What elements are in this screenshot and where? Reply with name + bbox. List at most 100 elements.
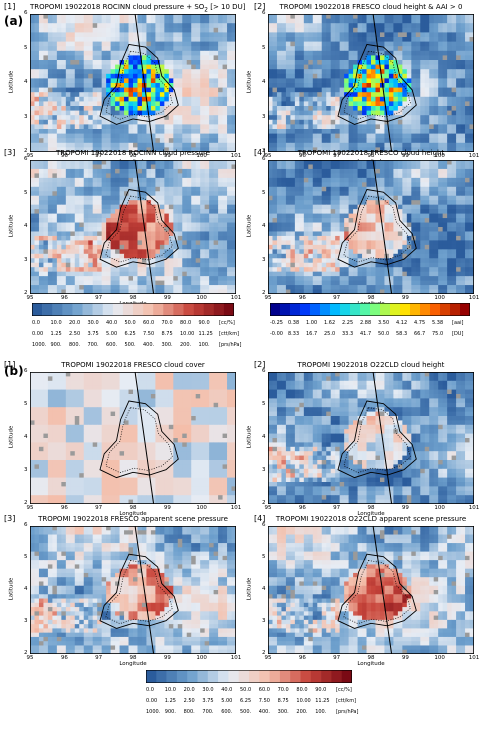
heatmap-cell bbox=[47, 87, 53, 93]
heatmap-cell bbox=[348, 142, 354, 148]
heatmap-cell bbox=[204, 186, 210, 192]
heatmap-cell bbox=[195, 78, 201, 84]
heatmap-cell bbox=[312, 182, 318, 188]
heatmap-cell bbox=[326, 195, 332, 201]
heatmap-cell bbox=[326, 213, 332, 219]
heatmap-cell bbox=[433, 227, 439, 232]
heatmap-cell bbox=[268, 164, 273, 170]
heatmap-cell bbox=[294, 138, 300, 144]
heatmap-cell bbox=[218, 164, 223, 170]
heatmap-cell bbox=[276, 191, 282, 197]
heatmap-cell bbox=[218, 138, 223, 144]
heatmap-cell bbox=[326, 41, 332, 47]
heatmap-cell bbox=[285, 106, 291, 111]
heatmap-cell bbox=[65, 83, 71, 88]
heatmap-cell bbox=[70, 267, 76, 273]
heatmap-cell bbox=[268, 133, 273, 139]
heatmap-cell bbox=[119, 78, 125, 84]
heatmap-cell bbox=[56, 267, 62, 273]
heatmap-cell bbox=[159, 64, 165, 70]
heatmap-cell bbox=[106, 106, 112, 111]
heatmap-cell bbox=[56, 227, 62, 232]
heatmap-cell bbox=[438, 222, 444, 228]
heatmap-cell bbox=[191, 60, 197, 65]
heatmap-cell bbox=[177, 186, 183, 192]
heatmap-cell bbox=[469, 18, 474, 24]
heatmap-cell bbox=[276, 142, 282, 148]
heatmap-cell bbox=[65, 96, 71, 102]
heatmap-cell bbox=[141, 23, 147, 29]
heatmap-cell bbox=[182, 195, 188, 201]
heatmap-cell bbox=[106, 133, 112, 139]
heatmap-cell bbox=[195, 115, 201, 121]
heatmap-cell bbox=[101, 46, 107, 52]
heatmap-cell bbox=[65, 119, 71, 125]
heatmap-cell bbox=[294, 186, 300, 192]
heatmap-cell bbox=[353, 204, 358, 210]
heatmap-cell bbox=[411, 119, 417, 125]
heatmap-cell bbox=[186, 258, 192, 264]
heatmap-cell bbox=[299, 83, 305, 88]
heatmap-cell bbox=[424, 92, 430, 98]
heatmap-cell bbox=[209, 60, 215, 65]
heatmap-cell bbox=[326, 32, 332, 38]
heatmap-cell bbox=[92, 27, 98, 33]
heatmap-cell bbox=[137, 18, 143, 24]
heatmap-cell bbox=[65, 78, 71, 84]
heatmap-cell bbox=[191, 244, 197, 250]
heatmap-cell bbox=[106, 64, 112, 70]
heatmap-cell bbox=[438, 191, 444, 197]
heatmap-cell bbox=[209, 96, 215, 102]
heatmap-cell bbox=[173, 46, 179, 52]
heatmap-cell bbox=[371, 37, 376, 42]
heatmap-cell bbox=[348, 177, 354, 183]
heatmap-cell bbox=[222, 289, 228, 294]
heatmap-cell bbox=[344, 18, 350, 24]
heatmap-cell bbox=[34, 253, 40, 259]
heatmap-cell bbox=[30, 101, 35, 107]
heatmap-cell bbox=[402, 222, 408, 228]
heatmap-cell bbox=[371, 129, 376, 134]
heatmap-cell bbox=[186, 73, 192, 79]
heatmap-cell bbox=[164, 168, 170, 174]
heatmap-cell bbox=[92, 177, 98, 183]
heatmap-cell bbox=[231, 227, 236, 232]
heatmap-cell bbox=[366, 50, 372, 56]
heatmap-cell bbox=[146, 204, 152, 210]
heatmap-cell bbox=[294, 213, 300, 219]
heatmap-cell bbox=[43, 27, 49, 33]
heatmap-cell bbox=[460, 101, 466, 107]
heatmap-cell bbox=[460, 186, 466, 192]
heatmap-cell bbox=[465, 186, 470, 192]
heatmap-cell bbox=[411, 60, 417, 65]
heatmap-cell bbox=[191, 138, 197, 144]
heatmap-cell bbox=[56, 222, 62, 228]
heatmap-cell bbox=[150, 249, 156, 255]
heatmap-cell bbox=[227, 106, 232, 111]
heatmap-cell bbox=[465, 147, 470, 152]
heatmap-cell bbox=[200, 115, 206, 121]
heatmap-cell bbox=[290, 106, 296, 111]
heatmap-cell bbox=[106, 60, 112, 65]
heatmap-cell bbox=[61, 23, 67, 29]
heatmap-cell bbox=[227, 46, 232, 52]
heatmap-cell bbox=[195, 46, 201, 52]
heatmap-cell bbox=[61, 96, 67, 102]
heatmap-cell bbox=[375, 142, 381, 148]
heatmap-cell bbox=[433, 27, 439, 33]
heatmap-cell bbox=[379, 69, 385, 75]
heatmap-cell bbox=[38, 142, 44, 148]
heatmap-cell bbox=[402, 115, 408, 121]
plume-contour-dotted bbox=[105, 195, 173, 263]
heatmap-cell bbox=[415, 27, 421, 33]
heatmap-cell bbox=[456, 138, 461, 144]
heatmap-cell bbox=[70, 110, 76, 116]
heatmap-cell bbox=[294, 164, 300, 170]
heatmap-cell bbox=[222, 106, 228, 111]
heatmap-cell bbox=[456, 60, 461, 65]
heatmap-cell bbox=[30, 186, 35, 192]
heatmap-cell bbox=[465, 119, 470, 125]
heatmap-cell bbox=[339, 231, 345, 237]
heatmap-cell bbox=[61, 14, 67, 19]
heatmap-cell bbox=[141, 129, 147, 134]
